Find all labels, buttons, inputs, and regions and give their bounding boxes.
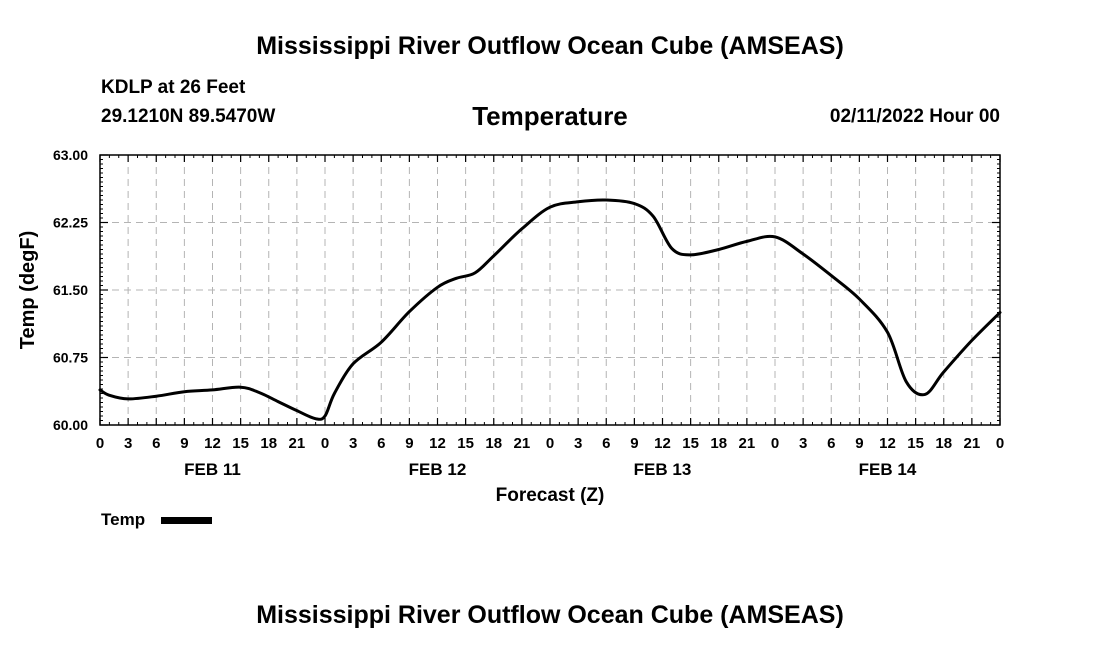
x-tick-label: 3 [799, 435, 807, 452]
x-tick-label: 12 [654, 435, 671, 452]
x-tick-label: 12 [204, 435, 221, 452]
x-tick-label: 0 [321, 435, 329, 452]
footer-title: Mississippi River Outflow Ocean Cube (AM… [256, 601, 844, 629]
chart-subtitle: Temperature [472, 101, 628, 131]
y-tick-label: 60.00 [53, 417, 88, 433]
x-tick-label: 21 [289, 435, 306, 452]
y-tick-label: 61.50 [53, 282, 88, 298]
series-line-temp [98, 198, 1002, 421]
x-tick-label: 9 [630, 435, 638, 452]
station-label: KDLP at 26 Feet [101, 77, 246, 98]
forecast-datetime: 02/11/2022 Hour 00 [829, 106, 1000, 127]
x-tick-label: 12 [429, 435, 446, 452]
day-label: FEB 13 [634, 460, 692, 479]
x-tick-label: 15 [232, 435, 249, 452]
x-tick-label: 3 [124, 435, 132, 452]
x-tick-label: 15 [457, 435, 474, 452]
x-tick-label: 0 [96, 435, 104, 452]
x-axis-title: Forecast (Z) [496, 485, 605, 506]
x-tick-label: 21 [964, 435, 981, 452]
y-axis-title: Temp (degF) [17, 231, 39, 350]
y-tick-label: 62.25 [53, 215, 88, 231]
x-tick-label: 3 [349, 435, 357, 452]
x-tick-label: 0 [996, 435, 1004, 452]
x-tick-label: 9 [405, 435, 413, 452]
coordinates-label: 29.1210N 89.5470W [101, 106, 276, 127]
x-tick-label: 9 [180, 435, 188, 452]
x-tick-label: 15 [682, 435, 699, 452]
x-tick-label: 6 [152, 435, 160, 452]
x-tick-label: 6 [602, 435, 610, 452]
x-tick-label: 6 [377, 435, 385, 452]
x-tick-label: 3 [574, 435, 582, 452]
x-tick-label: 18 [710, 435, 727, 452]
plot-frame [99, 154, 1001, 426]
x-tick-label: 15 [907, 435, 924, 452]
x-tick-label: 18 [260, 435, 277, 452]
legend-line-swatch [161, 517, 212, 524]
x-tick-label: 9 [855, 435, 863, 452]
legend-label: Temp [101, 510, 146, 529]
x-tick-label: 12 [879, 435, 896, 452]
day-label: FEB 11 [184, 460, 241, 479]
y-tick-label: 60.75 [53, 350, 88, 366]
x-tick-label: 21 [514, 435, 531, 452]
chart-title: Mississippi River Outflow Ocean Cube (AM… [256, 32, 844, 60]
day-label: FEB 14 [859, 460, 917, 479]
day-label: FEB 12 [409, 460, 467, 479]
y-tick-label: 63.00 [53, 147, 88, 163]
x-tick-label: 6 [827, 435, 835, 452]
x-tick-label: 18 [485, 435, 502, 452]
x-tick-label: 18 [935, 435, 952, 452]
x-tick-label: 21 [739, 435, 756, 452]
x-tick-label: 0 [771, 435, 779, 452]
x-tick-label: 0 [546, 435, 554, 452]
